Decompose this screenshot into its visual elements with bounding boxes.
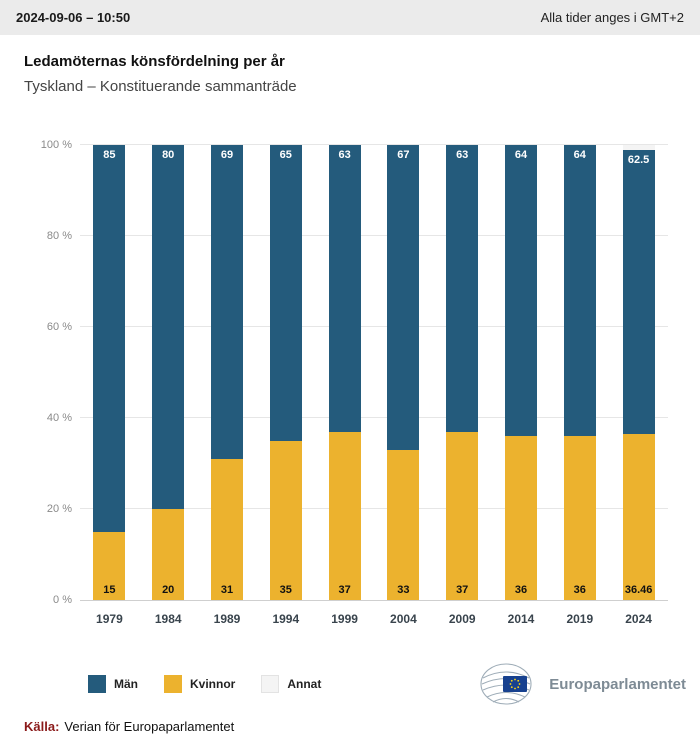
bar-segment[interactable]: 20 — [152, 509, 185, 600]
page-title: Ledamöternas könsfördelning per år — [24, 53, 285, 70]
x-axis-label: 2019 — [566, 612, 594, 626]
european-parliament-logo: Europaparlamentet — [479, 661, 686, 707]
legend-item-other[interactable]: Annat — [261, 675, 321, 693]
legend-item-men[interactable]: Män — [88, 675, 138, 693]
chart-legend: Män Kvinnor Annat — [88, 675, 321, 693]
x-axis-label: 1989 — [213, 612, 241, 626]
bar-segment[interactable]: 64 — [563, 145, 596, 437]
title-block: Ledamöternas könsfördelning per år Tyskl… — [0, 35, 700, 95]
y-axis-label: 80 % — [46, 230, 72, 242]
y-axis-label: 40 % — [46, 412, 72, 424]
bar-segment[interactable]: 36 — [563, 436, 596, 600]
gridline — [80, 417, 668, 418]
plot-area: 0 % 20 % 40 % 60 % 80 % 100 % 15 85 1979 20 80 1984… — [41, 139, 668, 626]
bar-segment[interactable]: 65 — [269, 145, 302, 441]
bar-value-label: 63 — [338, 149, 351, 162]
bar-value-label: 67 — [397, 149, 410, 162]
legend-label-other: Annat — [287, 677, 322, 691]
bar-value-label: 36.46 — [624, 584, 653, 596]
timezone-note: Alla tider anges i GMT+2 — [540, 10, 684, 25]
gridline — [80, 508, 668, 509]
bar-segment[interactable]: 62.5 — [622, 149, 655, 435]
bar-value-label: 31 — [220, 584, 234, 596]
gridline — [80, 144, 668, 145]
bar-value-label: 36 — [514, 584, 528, 596]
bar-segment[interactable]: 37 — [446, 431, 479, 600]
bar-value-label: 62.5 — [627, 153, 650, 166]
bar-segment[interactable]: 33 — [387, 449, 420, 600]
gridline — [80, 235, 668, 236]
brand-name: Europaparlamentet — [549, 675, 686, 693]
x-axis-label: 2009 — [448, 612, 476, 626]
bar-segment[interactable]: 37 — [328, 431, 361, 600]
x-axis-label: 1999 — [331, 612, 358, 626]
bar-value-label: 63 — [456, 149, 469, 162]
bar-value-label: 65 — [279, 149, 292, 161]
y-axis-label: 20 % — [46, 503, 72, 515]
bar-segment[interactable]: 36.46 — [622, 434, 655, 600]
bar-segment[interactable]: 63 — [328, 145, 361, 432]
source-label: Källa: — [24, 719, 60, 734]
legend-swatch-other — [261, 675, 280, 693]
bar-value-label: 33 — [397, 584, 410, 596]
legend-item-women[interactable]: Kvinnor — [164, 675, 235, 693]
bar-value-label: 20 — [162, 584, 175, 596]
bar-value-label: 15 — [103, 584, 116, 596]
bar-value-label: 80 — [162, 149, 175, 161]
hemicycle-logo-icon — [480, 663, 532, 705]
bar-value-label: 64 — [514, 149, 528, 162]
bar-value-label: 37 — [338, 584, 351, 596]
bar-value-label: 64 — [573, 149, 586, 162]
source-text: Verian för Europaparlamentet — [64, 719, 235, 734]
x-axis-label: 1979 — [96, 612, 123, 626]
bar-segment[interactable] — [622, 145, 655, 150]
bar-segment[interactable]: 15 — [93, 531, 126, 600]
bar-segment[interactable]: 69 — [211, 145, 243, 459]
page-subtitle: Tyskland – Konstituerande sammanträde — [24, 78, 297, 95]
bar-segment[interactable]: 31 — [211, 458, 243, 600]
bar-value-label: 85 — [103, 149, 116, 161]
bar-segment[interactable]: 36 — [505, 436, 537, 600]
bar-segment[interactable]: 63 — [446, 145, 479, 432]
legend-swatch-men — [88, 675, 106, 693]
x-axis-label: 2024 — [625, 612, 652, 626]
legend-label-men: Män — [114, 677, 138, 691]
chart-footer-row: Män Kvinnor Annat — [0, 661, 700, 707]
x-axis-label: 2004 — [390, 612, 417, 626]
bar-segment[interactable]: 67 — [387, 145, 420, 450]
bar-segment[interactable]: 64 — [505, 145, 537, 437]
y-axis-label: 0 % — [53, 594, 72, 606]
bar-value-label: 35 — [279, 584, 292, 596]
bar-segment[interactable]: 80 — [152, 145, 185, 509]
eu-flag-icon — [503, 676, 528, 692]
source-line: Källa: Verian för Europaparlamentet — [0, 707, 700, 748]
legend-swatch-women — [164, 675, 182, 693]
chart: 0 % 20 % 40 % 60 % 80 % 100 % 15 85 1979 20 80 1984… — [30, 139, 668, 637]
top-bar: 2024-09-06 – 10:50 Alla tider anges i GM… — [0, 0, 700, 35]
y-axis-label: 100 % — [40, 139, 72, 151]
report-datetime: 2024-09-06 – 10:50 — [16, 10, 131, 25]
y-axis-label: 60 % — [46, 321, 72, 333]
bar-segment[interactable]: 35 — [269, 440, 302, 600]
legend-label-women: Kvinnor — [190, 677, 236, 691]
x-axis-label: 2014 — [507, 612, 535, 626]
bar-value-label: 36 — [573, 584, 586, 596]
bar-value-label: 69 — [220, 149, 234, 162]
gridline — [80, 326, 668, 327]
x-axis-label: 1984 — [154, 612, 182, 626]
bar-segment[interactable]: 85 — [93, 145, 126, 532]
bar-value-label: 37 — [456, 584, 469, 596]
x-axis-label: 1994 — [272, 612, 300, 626]
